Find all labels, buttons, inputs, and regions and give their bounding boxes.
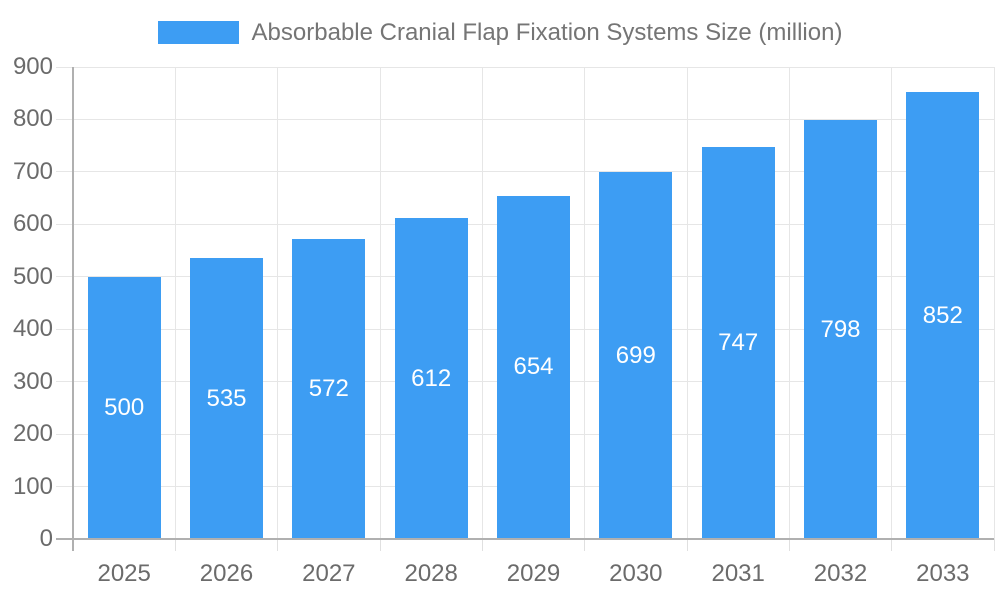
x-axis-tick-label: 2029 [506, 560, 561, 587]
y-axis-tick-label: 400 [12, 315, 53, 343]
bar[interactable] [804, 120, 877, 539]
x-axis-tick-label: 2027 [302, 560, 356, 587]
bar[interactable] [87, 276, 161, 539]
bar-value-label: 612 [411, 364, 452, 392]
x-axis-tick [891, 539, 893, 551]
y-axis-line [72, 67, 74, 551]
bar[interactable] [292, 239, 366, 539]
y-gridline [56, 118, 994, 120]
x-gridline [993, 67, 995, 539]
bar-value-label: 654 [513, 353, 554, 381]
y-axis-tick-label: 100 [12, 472, 53, 500]
x-axis-tick-label: 2025 [97, 560, 151, 587]
y-axis-tick-label: 0 [39, 525, 53, 552]
bar-value-label: 852 [922, 301, 963, 329]
bar[interactable] [906, 92, 980, 539]
bar-value-label: 572 [308, 375, 349, 402]
y-axis-tick-label: 900 [12, 53, 53, 80]
x-axis-tick-label: 2028 [404, 560, 458, 587]
y-axis-tick-label: 700 [12, 157, 53, 185]
x-axis-line [56, 538, 994, 540]
y-gridline [56, 171, 994, 173]
legend[interactable]: Absorbable Cranial Flap Fixation Systems… [0, 14, 1000, 50]
bar-value-label: 747 [718, 329, 759, 357]
x-axis-tick-label: 2030 [609, 560, 663, 587]
y-gridline [56, 66, 994, 68]
x-gridline [379, 67, 381, 539]
y-axis-tick-label: 200 [12, 420, 53, 448]
x-gridline [891, 67, 893, 539]
x-axis-tick-label: 2031 [711, 560, 765, 587]
bar[interactable] [190, 258, 263, 539]
x-gridline [686, 67, 688, 539]
x-gridline [584, 67, 586, 539]
bar-value-label: 798 [820, 315, 861, 343]
legend-label: Absorbable Cranial Flap Fixation Systems… [251, 18, 843, 46]
x-gridline [277, 67, 279, 539]
bar[interactable] [599, 172, 673, 539]
x-axis-tick [584, 539, 586, 551]
x-axis-tick-label: 2033 [916, 560, 970, 587]
x-gridline [481, 67, 483, 539]
x-axis-tick [686, 539, 688, 551]
bar-value-label: 535 [206, 384, 247, 412]
x-axis-tick [379, 539, 381, 551]
bar[interactable] [497, 196, 570, 539]
x-axis-tick [174, 539, 176, 551]
x-axis-tick-label: 2032 [813, 560, 868, 587]
y-axis-tick-label: 600 [12, 210, 53, 238]
x-axis-tick [277, 539, 279, 551]
x-axis-tick [993, 539, 995, 551]
y-axis-tick-label: 800 [12, 105, 53, 133]
x-axis-tick [481, 539, 483, 551]
bar[interactable] [701, 147, 775, 539]
y-axis-tick-label: 300 [12, 367, 53, 395]
bar-value-label: 699 [615, 341, 656, 369]
y-axis-tick-label: 500 [12, 262, 53, 290]
legend-swatch [157, 20, 239, 44]
x-gridline [788, 67, 790, 539]
x-axis-tick-label: 2026 [199, 560, 254, 587]
bar[interactable] [394, 218, 468, 539]
x-axis-tick [788, 539, 790, 551]
x-gridline [174, 67, 176, 539]
bar-value-label: 500 [104, 393, 145, 421]
